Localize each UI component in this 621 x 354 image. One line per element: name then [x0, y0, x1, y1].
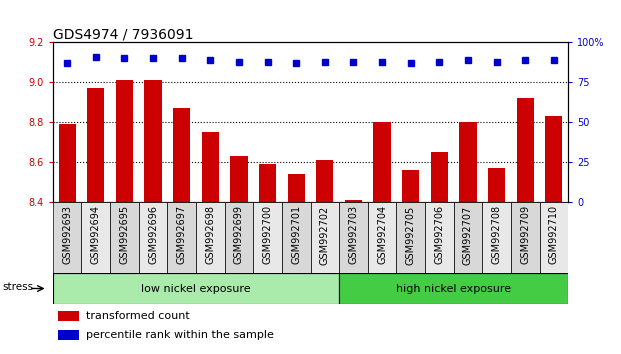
Bar — [288, 174, 305, 202]
Bar — [138, 202, 167, 273]
Bar — [196, 202, 225, 273]
Text: GSM992705: GSM992705 — [406, 205, 415, 264]
Bar — [483, 202, 511, 273]
Text: GSM992696: GSM992696 — [148, 205, 158, 264]
Bar — [339, 273, 568, 304]
Bar — [173, 108, 190, 202]
Text: GSM992698: GSM992698 — [206, 205, 215, 264]
Bar — [540, 202, 568, 273]
Text: GSM992710: GSM992710 — [549, 205, 559, 264]
Bar — [87, 88, 104, 202]
Bar — [545, 116, 563, 202]
Bar — [460, 122, 476, 202]
Bar — [517, 98, 534, 202]
Bar — [253, 202, 282, 273]
Text: high nickel exposure: high nickel exposure — [396, 284, 511, 293]
Bar — [316, 160, 333, 202]
Bar — [454, 202, 483, 273]
Bar — [110, 202, 138, 273]
Bar — [259, 164, 276, 202]
Bar — [202, 132, 219, 202]
Text: low nickel exposure: low nickel exposure — [141, 284, 251, 293]
Text: GSM992695: GSM992695 — [119, 205, 129, 264]
Bar — [225, 202, 253, 273]
Text: GSM992703: GSM992703 — [348, 205, 358, 264]
Text: GSM992707: GSM992707 — [463, 205, 473, 264]
Bar — [58, 124, 76, 202]
Bar — [58, 331, 78, 340]
Bar — [53, 273, 339, 304]
Bar — [396, 202, 425, 273]
Bar — [345, 200, 362, 202]
Bar — [402, 170, 419, 202]
Bar — [145, 80, 161, 202]
Text: GSM992706: GSM992706 — [434, 205, 445, 264]
Text: transformed count: transformed count — [86, 310, 190, 321]
Text: GSM992709: GSM992709 — [520, 205, 530, 264]
Bar — [116, 80, 133, 202]
Bar — [511, 202, 540, 273]
Bar — [81, 202, 110, 273]
Bar — [310, 202, 339, 273]
Text: GSM992701: GSM992701 — [291, 205, 301, 264]
Text: GSM992697: GSM992697 — [176, 205, 187, 264]
Bar — [53, 202, 81, 273]
Text: GSM992700: GSM992700 — [263, 205, 273, 264]
Text: GSM992702: GSM992702 — [320, 205, 330, 264]
Text: GSM992693: GSM992693 — [62, 205, 72, 264]
Bar — [230, 156, 248, 202]
Bar — [373, 122, 391, 202]
Bar — [58, 311, 78, 321]
Text: GDS4974 / 7936091: GDS4974 / 7936091 — [53, 27, 193, 41]
Bar — [167, 202, 196, 273]
Text: GSM992704: GSM992704 — [377, 205, 387, 264]
Bar — [282, 202, 310, 273]
Text: percentile rank within the sample: percentile rank within the sample — [86, 330, 274, 341]
Bar — [431, 152, 448, 202]
Bar — [339, 202, 368, 273]
Text: stress: stress — [2, 282, 34, 292]
Bar — [425, 202, 454, 273]
Text: GSM992694: GSM992694 — [91, 205, 101, 264]
Bar — [488, 168, 505, 202]
Text: GSM992708: GSM992708 — [492, 205, 502, 264]
Bar — [368, 202, 396, 273]
Text: GSM992699: GSM992699 — [234, 205, 244, 264]
